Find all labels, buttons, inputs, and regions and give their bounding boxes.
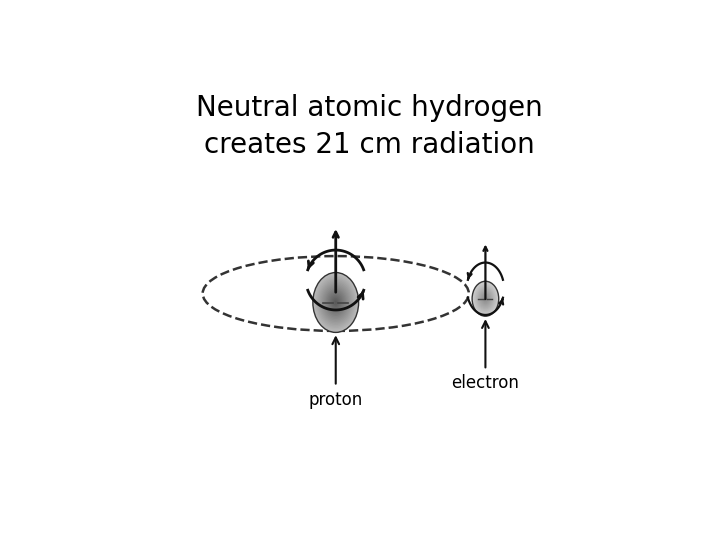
Ellipse shape	[478, 289, 492, 308]
Ellipse shape	[321, 283, 351, 322]
Ellipse shape	[329, 293, 343, 312]
Ellipse shape	[333, 298, 339, 307]
Ellipse shape	[473, 282, 498, 315]
Ellipse shape	[480, 292, 491, 306]
Ellipse shape	[483, 296, 487, 301]
Ellipse shape	[316, 277, 355, 328]
Ellipse shape	[479, 290, 492, 307]
Ellipse shape	[475, 286, 495, 312]
Ellipse shape	[318, 279, 354, 326]
Ellipse shape	[333, 300, 338, 306]
Ellipse shape	[325, 289, 346, 316]
Ellipse shape	[474, 284, 497, 314]
Ellipse shape	[474, 283, 498, 314]
Ellipse shape	[323, 286, 348, 319]
Ellipse shape	[328, 292, 343, 313]
Ellipse shape	[477, 288, 493, 309]
Text: proton: proton	[309, 390, 363, 409]
Ellipse shape	[485, 298, 486, 300]
Ellipse shape	[314, 274, 357, 331]
Ellipse shape	[480, 291, 492, 307]
Ellipse shape	[313, 273, 359, 333]
Ellipse shape	[335, 301, 337, 304]
Ellipse shape	[330, 295, 341, 310]
Ellipse shape	[482, 294, 490, 304]
Ellipse shape	[474, 285, 496, 313]
Ellipse shape	[482, 294, 489, 303]
Text: electron: electron	[451, 374, 519, 393]
Ellipse shape	[322, 285, 349, 320]
Ellipse shape	[318, 280, 353, 325]
Ellipse shape	[476, 287, 495, 311]
Ellipse shape	[327, 291, 345, 314]
Ellipse shape	[472, 281, 499, 316]
Ellipse shape	[331, 296, 341, 308]
Ellipse shape	[315, 275, 356, 329]
Ellipse shape	[481, 293, 490, 305]
Ellipse shape	[483, 295, 488, 302]
Ellipse shape	[320, 281, 352, 323]
Ellipse shape	[324, 287, 347, 318]
Text: Neutral atomic hydrogen
creates 21 cm radiation: Neutral atomic hydrogen creates 21 cm ra…	[196, 94, 542, 159]
Ellipse shape	[484, 297, 487, 300]
Ellipse shape	[477, 287, 494, 310]
